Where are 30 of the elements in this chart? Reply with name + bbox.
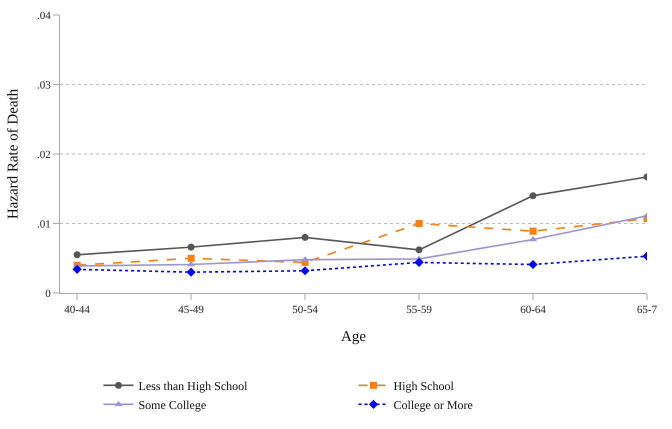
- point: [302, 234, 309, 241]
- x-axis-title: Age: [341, 329, 366, 346]
- point: [188, 244, 195, 251]
- x-tick-label: 40-44: [64, 304, 90, 316]
- point: [528, 260, 538, 270]
- y-tick-label: 0: [45, 288, 52, 300]
- x-tick-label: 60-64: [520, 304, 546, 316]
- x-tick-label: 55-59: [406, 304, 432, 316]
- point: [188, 254, 195, 262]
- point: [530, 192, 537, 200]
- legend-label: Some College: [138, 398, 206, 412]
- y-axis-title: Hazard Rate of Death: [5, 88, 22, 220]
- point: [416, 246, 423, 254]
- y-tick-label: .01: [37, 218, 51, 230]
- legend-label: High School: [394, 379, 454, 394]
- y-tick-label: .03: [37, 79, 52, 92]
- point: [72, 264, 82, 274]
- x-tick-label: 50-54: [292, 304, 318, 316]
- point: [300, 266, 310, 276]
- point: [186, 268, 196, 277]
- x-tick-label: 65-7: [636, 304, 658, 316]
- point: [416, 220, 423, 227]
- point: [414, 258, 424, 267]
- legend-label: College or More: [394, 398, 473, 412]
- legend-label: Less than High School: [138, 379, 248, 394]
- x-tick-label: 45-49: [178, 304, 204, 316]
- y-tick-label: .02: [37, 148, 51, 161]
- point: [74, 251, 81, 258]
- point: [530, 228, 537, 235]
- y-tick-label: .04: [37, 10, 52, 22]
